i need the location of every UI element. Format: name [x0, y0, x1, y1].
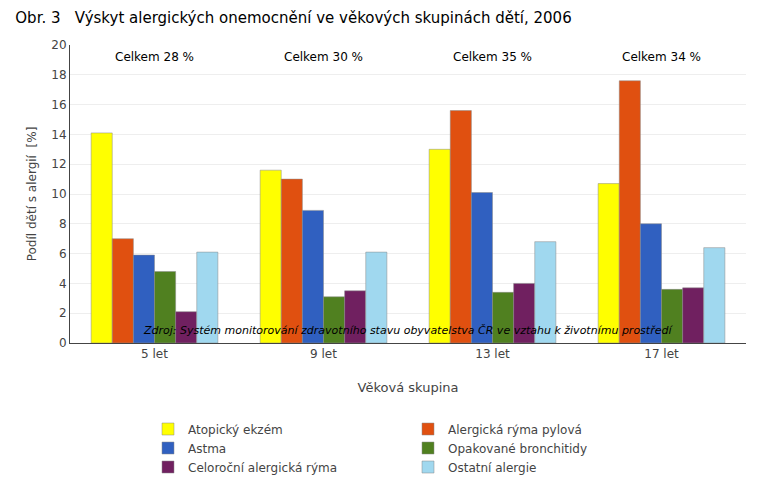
svg-text:4: 4 — [59, 277, 67, 291]
svg-text:Podíl dětí s alergií [%]: Podíl dětí s alergií [%] — [25, 127, 39, 262]
svg-text:Celoroční alergická rýma: Celoroční alergická rýma — [188, 461, 337, 475]
svg-text:10: 10 — [51, 187, 66, 201]
svg-text:2: 2 — [59, 306, 67, 320]
svg-text:12: 12 — [51, 157, 66, 171]
svg-text:Věková skupina: Věková skupina — [358, 380, 459, 395]
svg-text:Celkem 35 %: Celkem 35 % — [453, 50, 532, 64]
svg-text:Obr. 3 Výskyt alergických on: Obr. 3 Výskyt alergických onemocnění ve … — [15, 9, 571, 27]
svg-text:Ostatní alergie: Ostatní alergie — [448, 461, 536, 475]
svg-text:14: 14 — [51, 128, 66, 142]
svg-text:17 let: 17 let — [644, 347, 679, 361]
svg-text:0: 0 — [59, 336, 67, 350]
svg-text:Opakované bronchitidy: Opakované bronchitidy — [448, 442, 587, 456]
svg-text:Atopický ekzém: Atopický ekzém — [188, 423, 283, 437]
svg-text:Celkem 30 %: Celkem 30 % — [284, 50, 363, 64]
svg-text:13 let: 13 let — [475, 347, 510, 361]
svg-text:6: 6 — [59, 247, 67, 261]
svg-text:Celkem 34 %: Celkem 34 % — [622, 50, 701, 64]
svg-text:20: 20 — [51, 38, 66, 52]
svg-text:9 let: 9 let — [310, 347, 337, 361]
svg-text:Zdroj: Systém monitorování zdr: Zdroj: Systém monitorování zdravotního s… — [143, 324, 673, 337]
svg-text:16: 16 — [51, 98, 66, 112]
svg-text:Celkem 28 %: Celkem 28 % — [115, 50, 194, 64]
svg-text:8: 8 — [59, 217, 67, 231]
svg-text:5 let: 5 let — [141, 347, 168, 361]
svg-text:Astma: Astma — [188, 442, 226, 456]
svg-text:18: 18 — [51, 68, 66, 82]
svg-text:Alergická rýma pylová: Alergická rýma pylová — [448, 423, 582, 437]
